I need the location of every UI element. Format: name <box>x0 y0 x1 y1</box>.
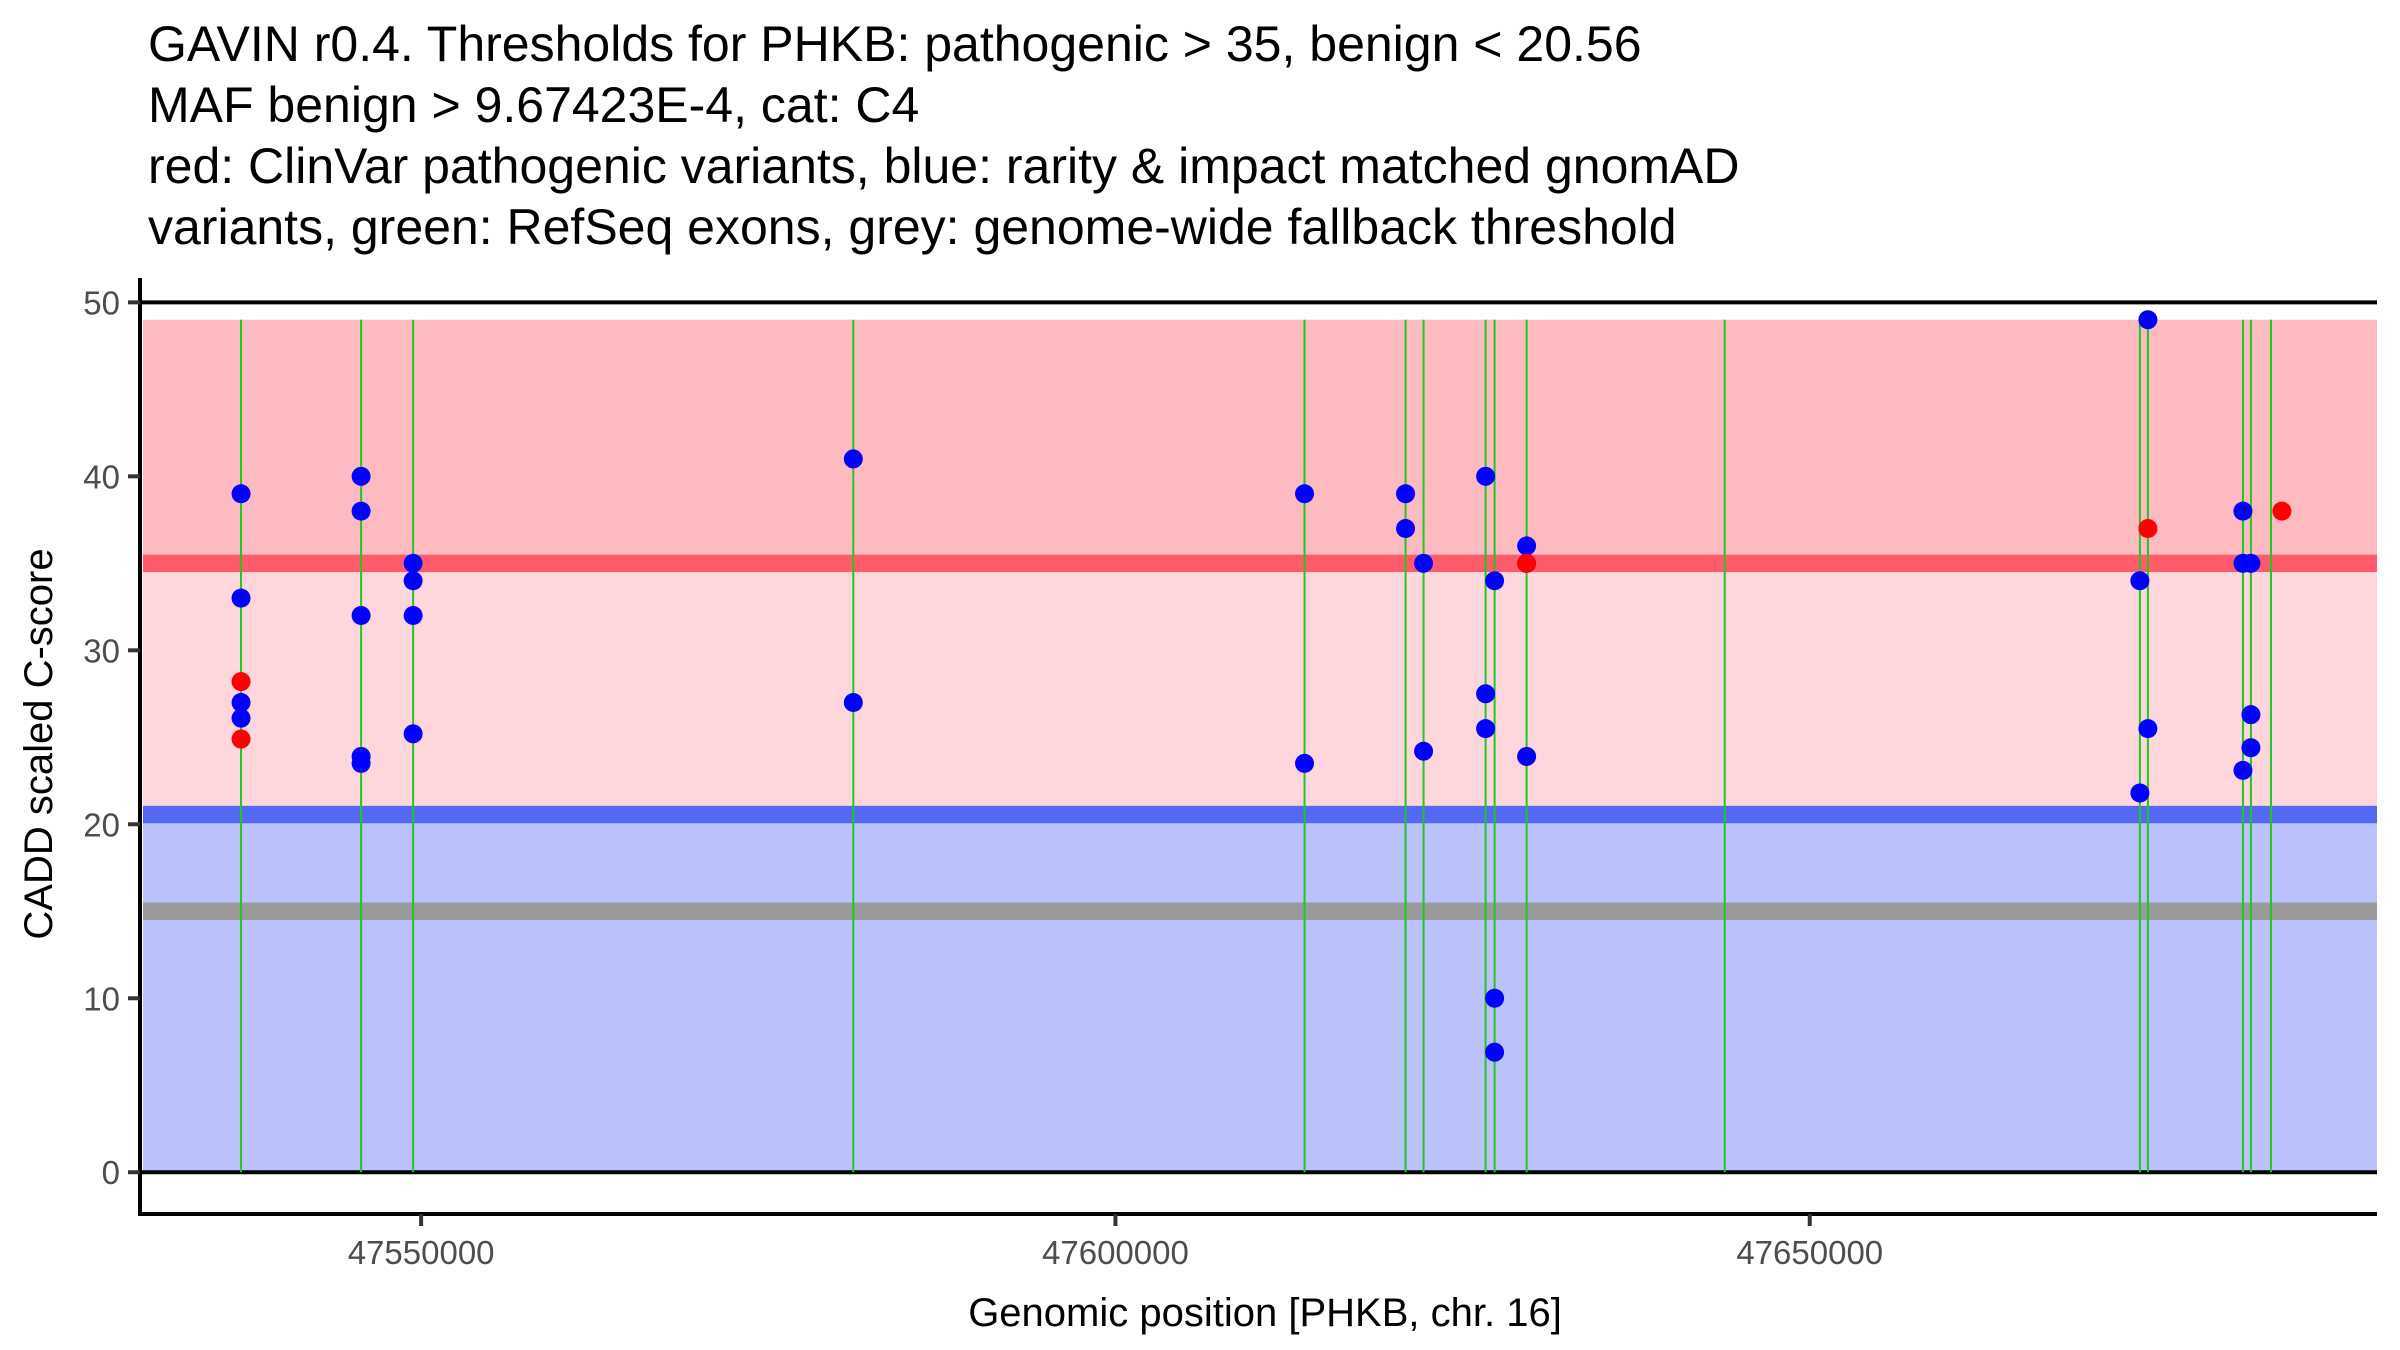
gnomad-point <box>403 606 423 626</box>
gnomad-point <box>403 571 423 591</box>
clinvar-point <box>2272 501 2292 521</box>
gnomad-point <box>2138 310 2158 330</box>
clinvar-point <box>2138 519 2158 539</box>
region-intermediate <box>143 563 2377 815</box>
gnomad-point <box>403 724 423 744</box>
gnomad-point <box>1295 753 1315 773</box>
gnomad-point <box>2241 738 2261 758</box>
x-tick-label: 47600000 <box>1042 1234 1189 1271</box>
title-line-4: variants, green: RefSeq exons, grey: gen… <box>148 199 1677 255</box>
gnomad-point <box>2130 571 2150 591</box>
gnomad-point <box>1485 571 1505 591</box>
threshold-regions <box>143 319 2377 1173</box>
gnomad-point <box>1517 746 1537 766</box>
gnomad-point <box>1517 536 1537 556</box>
gnomad-point <box>1485 988 1505 1008</box>
tick-labels: 0 10 20 30 40 50 47550000 47600000 47650000 <box>83 284 1883 1271</box>
gnomad-point <box>351 501 371 521</box>
threshold-bands <box>143 554 2377 920</box>
gnomad-point <box>1476 719 1496 739</box>
clinvar-point <box>231 729 251 749</box>
title-line-3: red: ClinVar pathogenic variants, blue: … <box>148 138 1740 194</box>
gnomad-point <box>1476 466 1496 486</box>
chart-title: GAVIN r0.4. Thresholds for PHKB: pathoge… <box>148 14 1739 258</box>
title-line-1: GAVIN r0.4. Thresholds for PHKB: pathoge… <box>148 16 1642 72</box>
y-axis-title: CADD scaled C-score <box>17 548 61 939</box>
y-tick-label: 10 <box>83 980 120 1017</box>
gnomad-point <box>351 606 371 626</box>
gnomad-point <box>1396 484 1416 504</box>
title-line-2: MAF benign > 9.67423E-4, cat: C4 <box>148 77 920 133</box>
gnomad-point <box>351 753 371 773</box>
x-tick-label: 47650000 <box>1736 1234 1883 1271</box>
region-benign <box>143 814 2377 1173</box>
gnomad-point <box>1414 553 1434 573</box>
y-tick-label: 50 <box>83 284 120 321</box>
y-tick-label: 20 <box>83 806 120 843</box>
gnomad-point <box>231 588 251 608</box>
gnomad-point <box>2138 719 2158 739</box>
gnomad-point <box>1476 684 1496 704</box>
gnomad-point <box>843 693 863 713</box>
axes <box>138 278 2377 1216</box>
y-tick-label: 0 <box>102 1154 120 1191</box>
gnomad-point <box>2233 501 2253 521</box>
gnomad-point <box>1414 741 1434 761</box>
gnomad-point <box>231 693 251 713</box>
x-axis-title: Genomic position [PHKB, chr. 16] <box>968 1291 1562 1335</box>
threshold-band-benign <box>143 805 2377 824</box>
threshold-band-pathogenic <box>143 554 2377 573</box>
threshold-band-fallback <box>143 902 2377 920</box>
gnomad-point <box>2130 783 2150 803</box>
gnomad-point <box>2233 760 2253 780</box>
gnomad-point <box>2241 705 2261 725</box>
gnomad-point <box>231 708 251 728</box>
clinvar-point <box>1517 553 1537 573</box>
y-tick-label: 40 <box>83 458 120 495</box>
variant-points <box>231 310 2292 1062</box>
gnomad-point <box>2241 553 2261 573</box>
gnomad-point <box>1485 1042 1505 1062</box>
region-pathogenic <box>143 319 2377 564</box>
gnomad-point <box>1396 519 1416 539</box>
clinvar-point <box>231 672 251 692</box>
x-tick-label: 47550000 <box>348 1234 495 1271</box>
gnomad-point <box>403 553 423 573</box>
gnomad-point <box>843 449 863 469</box>
gnomad-point <box>351 466 371 486</box>
gnomad-point <box>231 484 251 504</box>
reference-lines <box>140 300 2377 1175</box>
gnomad-point <box>1295 484 1315 504</box>
y-tick-label: 30 <box>83 632 120 669</box>
